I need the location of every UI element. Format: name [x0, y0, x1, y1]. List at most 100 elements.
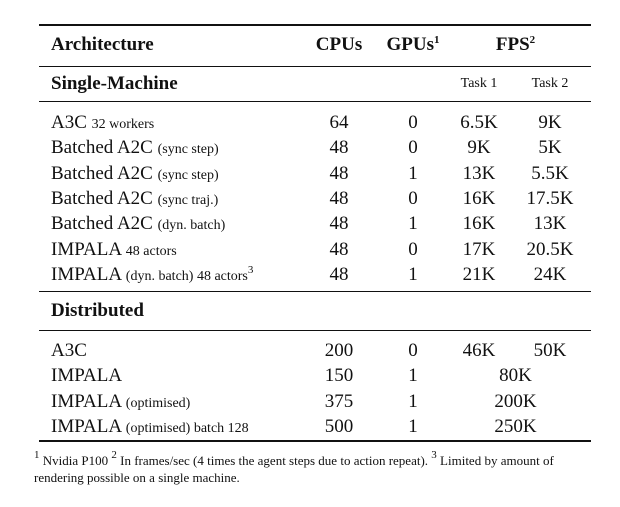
- cpus-cell: 48: [329, 162, 349, 184]
- gpus-cell: 1: [408, 365, 418, 387]
- architecture-name: IMPALA: [51, 390, 122, 412]
- cpus-cell: 200: [324, 340, 354, 361]
- task2-cell: 13K: [533, 213, 567, 235]
- architecture-name: Batched A2C: [51, 137, 153, 159]
- architecture-cell: IMPALA (optimised) batch 128: [51, 415, 249, 441]
- architecture-note: 32 workers: [91, 117, 155, 132]
- architecture-name: Batched A2C: [51, 187, 153, 209]
- task2-header: Task 2: [531, 76, 569, 91]
- cpus-cell: 150: [324, 365, 354, 387]
- cpus-cell: 500: [324, 415, 354, 437]
- cpus-cell: 48: [329, 187, 349, 209]
- table-footnote: 1 Nvidia P100 2 In frames/sec (4 times t…: [34, 449, 554, 486]
- architecture-name: A3C: [51, 340, 87, 361]
- table-row: A3C 32 workers 64 0 6.5K 9K: [0, 111, 620, 135]
- gpus-cell: 1: [408, 415, 418, 437]
- architecture-note: (sync traj.): [157, 192, 219, 208]
- gpus-cell: 0: [408, 187, 418, 209]
- table-row: Batched A2C (sync step) 48 0 9K 5K: [0, 136, 620, 160]
- table-row: Batched A2C (sync step) 48 1 13K 5.5K: [0, 162, 620, 186]
- task1-cell: 21K: [462, 263, 496, 285]
- section-single-machine: Single-Machine Task 1 Task 2: [0, 72, 620, 96]
- task1-cell: 17K: [462, 238, 496, 260]
- fps-header: FPS2: [495, 34, 536, 55]
- fps-cell: 200K: [494, 390, 537, 412]
- header-row: Architecture CPUs GPUs1 FPS2: [0, 33, 620, 57]
- section-title: Single-Machine: [51, 73, 178, 94]
- table-row: IMPALA (optimised) 375 1 200K: [0, 390, 620, 414]
- architecture-name: Batched A2C: [51, 213, 153, 235]
- cpus-cell: 48: [329, 213, 349, 235]
- architecture-cell: Batched A2C (sync step): [51, 162, 219, 188]
- gpus-cell: 1: [408, 390, 418, 412]
- architecture-cell: A3C 32 workers: [51, 111, 154, 137]
- task2-cell: 50K: [533, 340, 567, 361]
- task1-cell: 46K: [462, 340, 496, 361]
- architecture-cell: Batched A2C (sync step): [51, 136, 219, 162]
- task1-header: Task 1: [460, 76, 498, 91]
- cpus-cell: 64: [329, 112, 349, 133]
- task2-cell: 17.5K: [526, 187, 574, 209]
- cpus-cell: 48: [329, 238, 349, 260]
- task1-cell: 16K: [462, 213, 496, 235]
- architecture-cell: IMPALA: [51, 364, 122, 388]
- architecture-cell: Batched A2C (dyn. batch): [51, 212, 225, 238]
- architecture-note: (dyn. batch) 48 actors: [125, 268, 248, 284]
- header-rule: [39, 66, 591, 67]
- task1-cell: 6.5K: [460, 112, 498, 133]
- task2-cell: 5K: [538, 137, 562, 159]
- cpus-cell: 48: [329, 137, 349, 159]
- table-row: IMPALA 150 1 80K: [0, 364, 620, 388]
- gpus-cell: 0: [408, 340, 418, 361]
- section-distributed: Distributed: [0, 299, 620, 323]
- architecture-note: (optimised): [125, 395, 191, 411]
- note-sup: 3: [247, 263, 254, 276]
- distributed-rule: [39, 330, 591, 331]
- gpus-cell: 1: [408, 213, 418, 235]
- task1-cell: 16K: [462, 187, 496, 209]
- architecture-cell: Batched A2C (sync traj.): [51, 187, 218, 213]
- task1-cell: 13K: [462, 162, 496, 184]
- task2-cell: 24K: [533, 263, 567, 285]
- architecture-cell: IMPALA 48 actors: [51, 238, 177, 264]
- table-row: IMPALA (dyn. batch) 48 actors3 48 1 21K 24K: [0, 263, 620, 287]
- gpus-cell: 0: [408, 238, 418, 260]
- gpus-cell: 0: [408, 112, 418, 133]
- section-divider-rule: [39, 291, 591, 292]
- gpus-cell: 0: [408, 137, 418, 159]
- architecture-name: IMPALA: [51, 263, 122, 285]
- architecture-note: (sync step): [157, 167, 219, 183]
- architecture-cell: A3C: [51, 339, 87, 363]
- architecture-note: 48 actors: [125, 243, 177, 259]
- architecture-note: (optimised) batch 128: [125, 420, 249, 436]
- single-machine-rule: [39, 101, 591, 102]
- table-row: IMPALA (optimised) batch 128 500 1 250K: [0, 415, 620, 439]
- task2-cell: 5.5K: [531, 162, 569, 184]
- architecture-note: (dyn. batch): [157, 218, 226, 234]
- cpus-cell: 48: [329, 263, 349, 285]
- architecture-name: A3C: [51, 112, 87, 133]
- table-row: Batched A2C (sync traj.) 48 0 16K 17.5K: [0, 187, 620, 211]
- architecture-name: IMPALA: [51, 365, 123, 387]
- table-row: A3C 200 0 46K 50K: [0, 339, 620, 363]
- task2-cell: 20.5K: [526, 238, 574, 260]
- architecture-name: IMPALA: [51, 238, 122, 260]
- gpus-header: GPUs1: [386, 34, 440, 55]
- architecture-name: Batched A2C: [51, 162, 153, 184]
- architecture-cell: IMPALA (optimised): [51, 390, 190, 416]
- task2-cell: 9K: [538, 112, 562, 133]
- fps-cell: 250K: [494, 415, 537, 437]
- architecture-note: (sync step): [157, 142, 219, 158]
- section-title: Distributed: [51, 300, 144, 321]
- table-row: Batched A2C (dyn. batch) 48 1 16K 13K: [0, 212, 620, 236]
- gpus-cell: 1: [408, 162, 418, 184]
- architecture-name: IMPALA: [51, 415, 122, 437]
- architecture-header: Architecture: [51, 34, 154, 55]
- fps-cell: 80K: [499, 365, 532, 387]
- cpus-header: CPUs: [315, 34, 363, 55]
- table-row: IMPALA 48 actors 48 0 17K 20.5K: [0, 238, 620, 262]
- task1-cell: 9K: [467, 137, 491, 159]
- top-rule: [39, 24, 591, 26]
- architecture-cell: IMPALA (dyn. batch) 48 actors3: [51, 263, 253, 289]
- gpus-cell: 1: [408, 263, 418, 285]
